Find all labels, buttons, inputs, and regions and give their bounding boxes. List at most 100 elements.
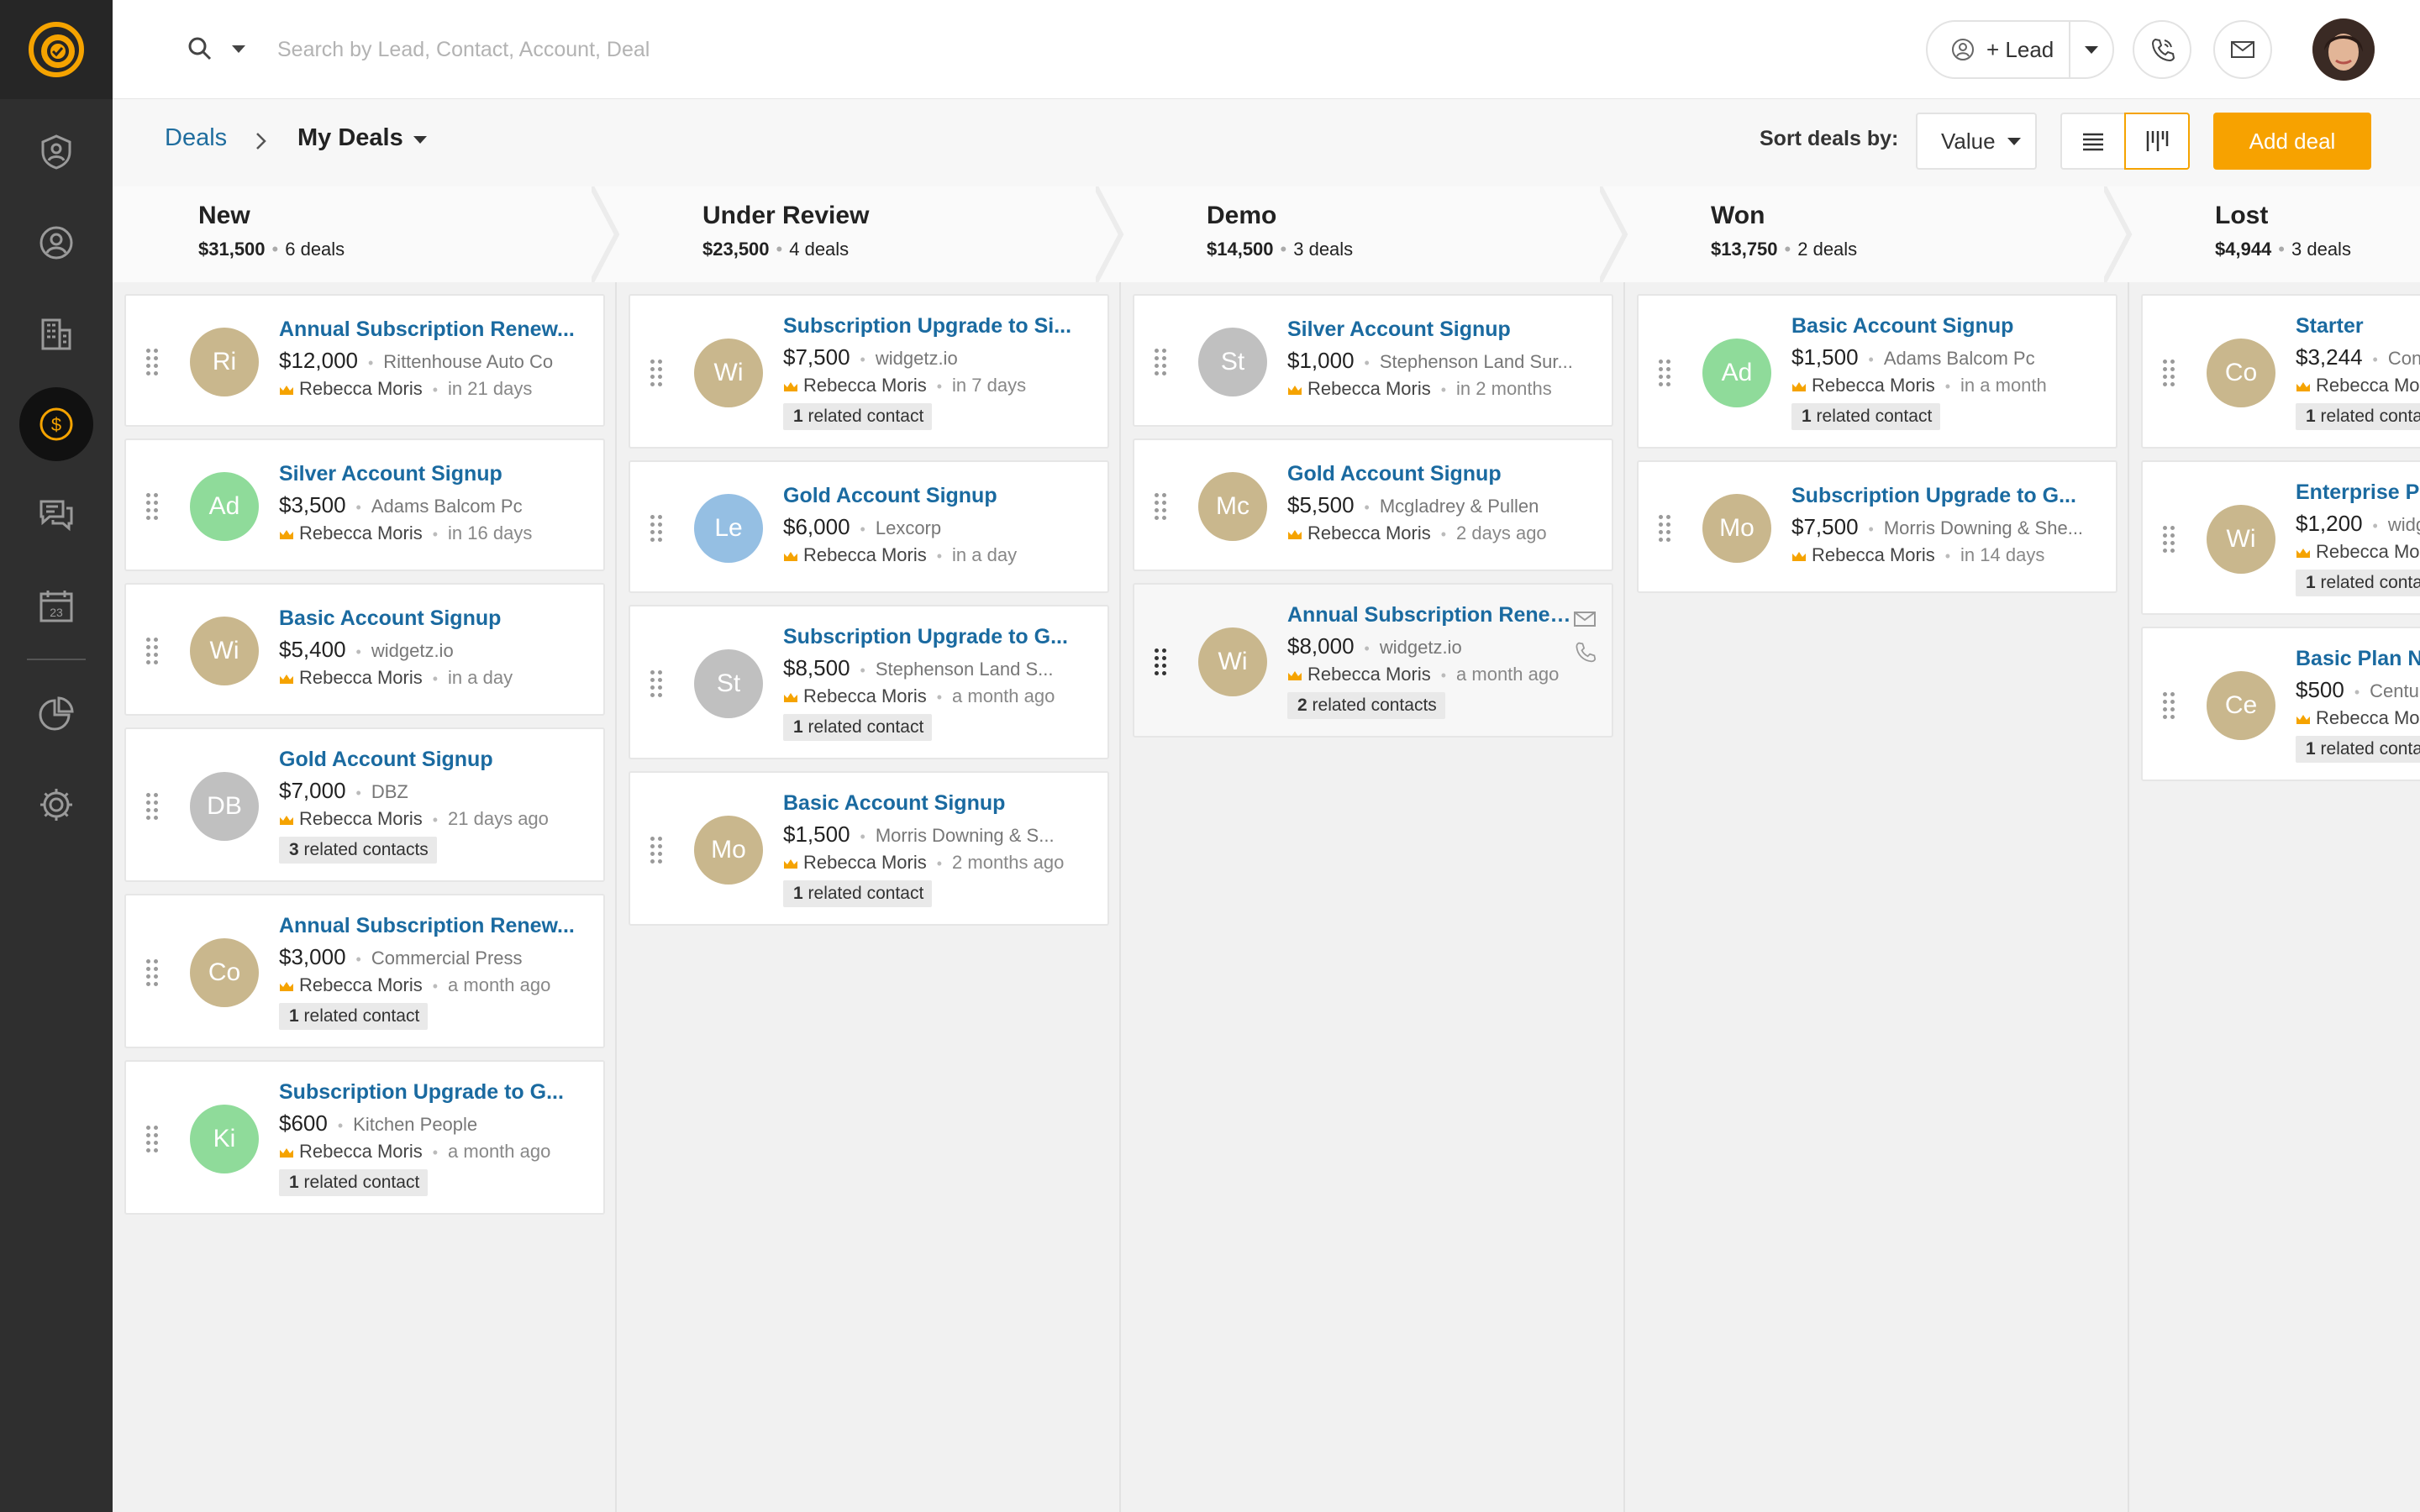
deal-title[interactable]: Basic Account Signup [1791,314,2014,338]
deal-card[interactable]: Ad Silver Account Signup $3,500 • Adams Balc… [124,438,605,571]
drag-handle-icon[interactable] [1659,360,1674,386]
drag-handle-icon[interactable] [1155,349,1170,375]
deal-card[interactable]: DB Gold Account Signup $7,000 • DBZ Rebecca M… [124,727,605,882]
deal-card[interactable]: Mo Subscription Upgrade to G... $7,500 • Mor… [1637,460,2118,593]
deal-owner: Rebecca Moris [803,852,927,873]
drag-handle-icon[interactable] [146,638,161,664]
user-avatar[interactable] [2312,18,2375,81]
deal-title[interactable]: Subscription Upgrade to G... [1791,484,2076,507]
related-contacts-badge[interactable]: 2 related contacts [1287,692,1445,719]
deal-title[interactable]: Silver Account Signup [1287,318,1511,341]
deal-title[interactable]: Subscription Upgrade to Si... [783,314,1072,338]
drag-handle-icon[interactable] [1155,493,1170,520]
related-contacts-badge[interactable]: 3 related contacts [279,837,437,864]
nav-calendar[interactable]: 23 [0,564,113,648]
deal-title[interactable]: Gold Account Signup [783,484,997,507]
deal-title[interactable]: Annual Subscription Renew... [279,318,575,341]
related-contacts-badge[interactable]: 1 related contac [2296,736,2420,763]
drag-handle-icon[interactable] [650,360,666,386]
deal-card[interactable]: Mc Gold Account Signup $5,500 • Mcgladrey & … [1133,438,1613,571]
deal-title[interactable]: Annual Subscription Renew... [1287,603,1573,627]
deal-title[interactable]: Gold Account Signup [1287,462,1502,486]
add-deal-button[interactable]: Add deal [2213,113,2371,170]
related-contacts-badge[interactable]: 1 related contact [783,714,933,741]
deal-avatar: Wi [1198,627,1267,696]
deal-title[interactable]: Gold Account Signup [279,748,493,771]
phone-icon[interactable] [1573,640,1597,664]
search-scope-dropdown[interactable] [232,45,245,53]
deal-title[interactable]: Silver Account Signup [279,462,502,486]
drag-handle-icon[interactable] [2163,360,2178,386]
related-contacts-badge[interactable]: 1 related contact [783,403,933,430]
deal-card[interactable]: Le Gold Account Signup $6,000 • Lexcorp Rebec… [629,460,1109,593]
nav-settings[interactable] [0,763,113,847]
add-lead-button[interactable]: + Lead [1928,22,2069,77]
deal-owner-line: Rebecca Moris • in 7 days [783,375,1102,396]
lead-dropdown[interactable] [2070,45,2112,54]
nav-contacts[interactable] [0,201,113,285]
nav-conversations[interactable] [0,473,113,557]
deal-card[interactable]: Ri Annual Subscription Renew... $12,000 • Ri… [124,294,605,427]
drag-handle-icon[interactable] [2163,692,2178,719]
my-deals-dropdown[interactable]: My Deals [297,124,427,152]
deal-card[interactable]: Ki Subscription Upgrade to G... $600 • Kitch… [124,1060,605,1215]
drag-handle-icon[interactable] [650,515,666,542]
deal-owner-line: Rebecca Moris • a month ago [279,974,598,996]
related-contacts-badge[interactable]: 1 related contac [2296,403,2420,430]
drag-handle-icon[interactable] [650,670,666,697]
chevron-down-icon [2007,137,2021,145]
list-view-button[interactable] [2060,113,2126,170]
drag-handle-icon[interactable] [146,793,161,820]
deal-card[interactable]: St Silver Account Signup $1,000 • Stephenson… [1133,294,1613,427]
related-contacts-badge[interactable]: 1 related contact [1791,403,1941,430]
drag-handle-icon[interactable] [146,959,161,986]
drag-handle-icon[interactable] [650,837,666,864]
deal-card[interactable]: Mo Basic Account Signup $1,500 • Morris Down… [629,771,1109,926]
deal-title[interactable]: Basic Account Signup [279,606,502,630]
drag-handle-icon[interactable] [146,1126,161,1152]
nav-reports[interactable] [0,672,113,756]
related-contacts-badge[interactable]: 1 related contact [279,1003,429,1030]
deal-card[interactable]: Ad Basic Account Signup $1,500 • Adams Balco… [1637,294,2118,449]
related-contacts-badge[interactable]: 1 related contac [2296,570,2420,596]
phone-button[interactable] [2133,20,2191,79]
deal-owner: Rebecca Moris [803,685,927,706]
deal-card[interactable]: St Subscription Upgrade to G... $8,500 • Ste… [629,605,1109,759]
drag-handle-icon[interactable] [146,349,161,375]
deal-card[interactable]: Wi Subscription Upgrade to Si... $7,500 • wi… [629,294,1109,449]
deal-title[interactable]: Annual Subscription Renew... [279,914,575,937]
nav-deals[interactable]: $ [0,382,113,466]
drag-handle-icon[interactable] [2163,526,2178,553]
nav-accounts[interactable] [0,291,113,375]
deal-card[interactable]: Co Starter $3,244 • Con Rebecca Mori 1 related… [2141,294,2420,449]
drag-handle-icon[interactable] [1155,648,1170,675]
app-logo[interactable] [0,0,113,99]
drag-handle-icon[interactable] [1659,515,1674,542]
sort-select[interactable]: Value [1916,113,2037,170]
deal-card[interactable]: Co Annual Subscription Renew... $3,000 • Com… [124,894,605,1048]
nav-leads[interactable] [0,110,113,194]
board-view-button[interactable] [2124,113,2190,170]
deal-title[interactable]: Basic Plan Ne [2296,647,2420,670]
deal-card[interactable]: Wi Annual Subscription Renew... $8,000 • wid… [1133,583,1613,738]
deal-due: a month ago [448,974,551,995]
deal-card[interactable]: Wi Basic Account Signup $5,400 • widgetz.io R… [124,583,605,716]
sidebar-divider [27,659,86,660]
deal-avatar: Wi [2207,505,2275,574]
deal-title[interactable]: Starter [2296,314,2364,338]
related-contacts-badge[interactable]: 1 related contact [279,1169,429,1196]
mail-icon[interactable] [1573,610,1597,628]
deal-title[interactable]: Enterprise Pla [2296,480,2420,504]
deal-title[interactable]: Subscription Upgrade to G... [783,625,1068,648]
related-contacts-badge[interactable]: 1 related contact [783,880,933,907]
deal-title[interactable]: Basic Account Signup [783,791,1006,815]
breadcrumb-deals[interactable]: Deals [165,124,228,151]
email-button[interactable] [2213,20,2272,79]
drag-handle-icon[interactable] [146,493,161,520]
search-input[interactable] [277,29,1034,71]
deal-owner-line: Rebecca Moris • a month ago [783,685,1102,707]
deal-title[interactable]: Subscription Upgrade to G... [279,1080,564,1104]
search-icon[interactable] [187,35,213,62]
